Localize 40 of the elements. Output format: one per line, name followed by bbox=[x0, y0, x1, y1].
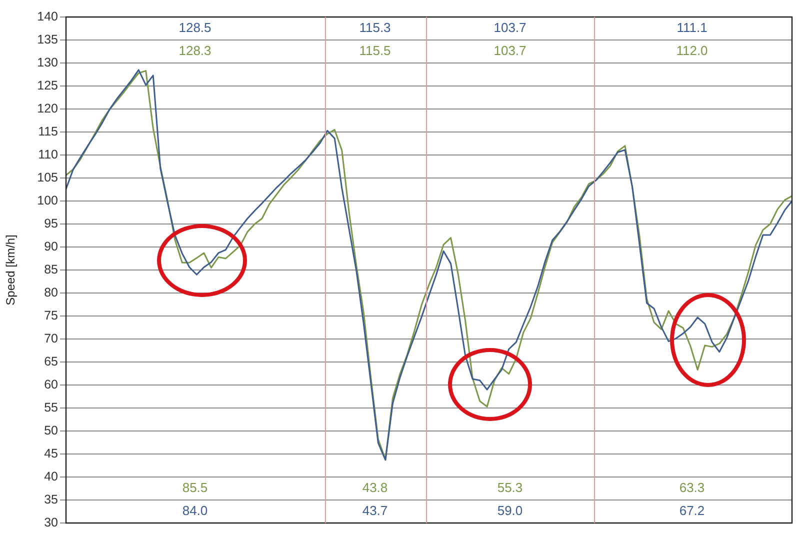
annotation: 84.0 bbox=[182, 503, 208, 518]
annotation: 59.0 bbox=[497, 503, 523, 518]
y-tick-label: 55 bbox=[44, 400, 58, 414]
annotation: 111.1 bbox=[676, 20, 708, 36]
annotation: 67.2 bbox=[679, 503, 705, 518]
y-tick-label: 80 bbox=[44, 285, 58, 300]
y-tick-label: 40 bbox=[44, 469, 58, 484]
annotation: 103.7 bbox=[494, 20, 526, 36]
y-tick-label: 110 bbox=[38, 147, 58, 162]
y-tick-label: 85 bbox=[44, 262, 58, 276]
y-tick-label: 35 bbox=[44, 492, 58, 506]
annotation: 85.5 bbox=[182, 480, 208, 496]
annotation: 55.3 bbox=[497, 480, 523, 496]
annotation: 112.0 bbox=[676, 43, 708, 58]
y-axis-title: Speed [km/h] bbox=[4, 234, 18, 306]
y-tick-label: 90 bbox=[44, 239, 58, 254]
y-tick-label: 45 bbox=[44, 446, 58, 460]
y-tick-label: 30 bbox=[44, 515, 58, 530]
annotation: 115.5 bbox=[359, 43, 391, 58]
y-tick-label: 95 bbox=[44, 216, 58, 230]
y-tick-label: 120 bbox=[37, 101, 58, 116]
y-tick-label: 70 bbox=[44, 331, 58, 346]
y-tick-label: 135 bbox=[37, 32, 58, 46]
y-tick-label: 100 bbox=[37, 193, 58, 208]
y-tick-label: 140 bbox=[37, 9, 58, 24]
annotation: 128.3 bbox=[178, 43, 212, 58]
y-tick-label: 50 bbox=[44, 423, 58, 438]
annotation: 103.7 bbox=[494, 43, 526, 58]
y-tick-label: 75 bbox=[44, 308, 58, 322]
y-tick-label: 65 bbox=[44, 354, 58, 368]
y-tick-label: 60 bbox=[44, 377, 58, 392]
y-tick-label: 115 bbox=[38, 124, 58, 138]
annotation: 128.5 bbox=[178, 20, 212, 36]
y-tick-label: 105 bbox=[37, 170, 58, 184]
annotation: 43.7 bbox=[362, 503, 388, 518]
annotation: 43.8 bbox=[362, 480, 388, 496]
y-tick-label: 130 bbox=[37, 55, 58, 70]
annotation: 63.3 bbox=[679, 480, 705, 496]
y-tick-label: 125 bbox=[37, 78, 58, 92]
annotation: 115.3 bbox=[359, 20, 391, 36]
